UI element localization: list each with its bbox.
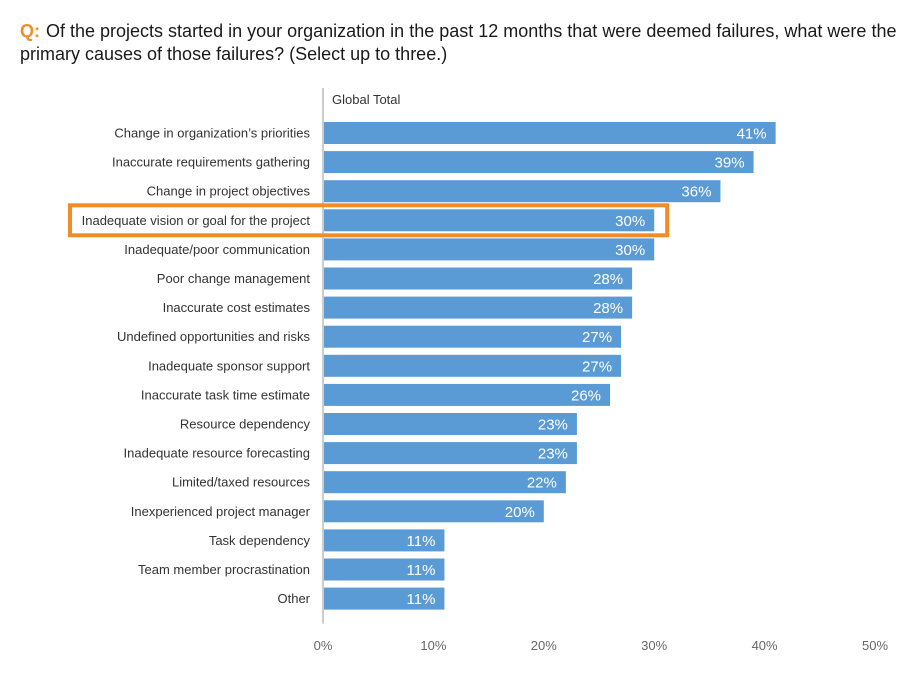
value-label: 30% [615,213,645,230]
value-label: 27% [582,329,612,346]
category-label: Other [277,591,310,606]
category-label: Team member procrastination [138,562,310,577]
value-label: 11% [407,591,436,608]
series-header: Global Total [332,92,401,107]
value-label: 20% [505,504,535,521]
category-label: Limited/taxed resources [172,475,311,490]
question-text-block: Q: Of the projects started in your organi… [20,20,900,66]
bars-group [324,122,776,610]
category-label: Poor change management [157,271,311,286]
x-tick-label: 50% [862,638,888,653]
value-label: 27% [582,358,612,375]
category-label: Change in organization’s priorities [114,126,310,141]
bar [324,325,622,348]
x-axis-ticks-group: 0% 10% 20% 30% 40% 50% [314,638,889,653]
bar [324,413,577,435]
bar [324,122,776,144]
category-label: Inaccurate cost estimates [163,300,311,315]
bar [324,238,655,261]
value-label: 30% [615,242,645,259]
x-tick-label: 30% [641,638,667,653]
bar [324,471,566,494]
value-label: 36% [681,184,711,201]
category-label: Resource dependency [180,417,311,432]
highlight-box [68,203,670,238]
value-label: 41% [737,126,767,143]
category-label: Change in project objectives [147,184,311,199]
x-tick-label: 20% [531,638,557,653]
value-label: 28% [593,271,623,288]
bar [324,151,754,174]
value-label: 23% [538,417,568,434]
value-label: 26% [571,387,601,404]
bar [324,500,544,523]
value-label: 28% [593,300,623,317]
value-labels-group: 41%39%36%30%30%28%28%27%27%26%23%23%22%2… [407,126,767,609]
category-label: Inadequate/poor communication [124,242,310,257]
x-tick-label: 40% [752,638,778,653]
category-label: Task dependency [209,533,311,548]
value-label: 39% [715,155,745,172]
category-label: Inadequate vision or goal for the projec… [82,213,311,228]
category-label: Inaccurate task time estimate [141,387,310,402]
bar [324,442,577,465]
question-text: Of the projects started in your organiza… [20,21,897,64]
question-prefix: Q: [20,21,40,41]
x-tick-label: 10% [420,638,446,653]
bar [324,558,445,581]
value-label: 11% [407,562,436,579]
value-label: 11% [407,533,436,550]
category-label: Undefined opportunities and risks [117,329,310,344]
category-label: Inaccurate requirements gathering [112,155,310,170]
bar [324,587,445,610]
bar [324,296,633,319]
bar [324,529,445,552]
value-label: 23% [538,446,568,463]
category-labels-group: Change in organization’s priorities Inacc… [82,126,311,607]
bar [324,209,655,232]
category-label: Inadequate resource forecasting [124,446,310,461]
bar [324,180,721,203]
category-label: Inexperienced project manager [131,504,311,519]
value-label: 22% [527,475,557,492]
x-tick-label: 0% [314,638,333,653]
bar [324,383,611,406]
category-label: Inadequate sponsor support [148,358,310,373]
bar [324,354,622,377]
bar [324,267,633,290]
